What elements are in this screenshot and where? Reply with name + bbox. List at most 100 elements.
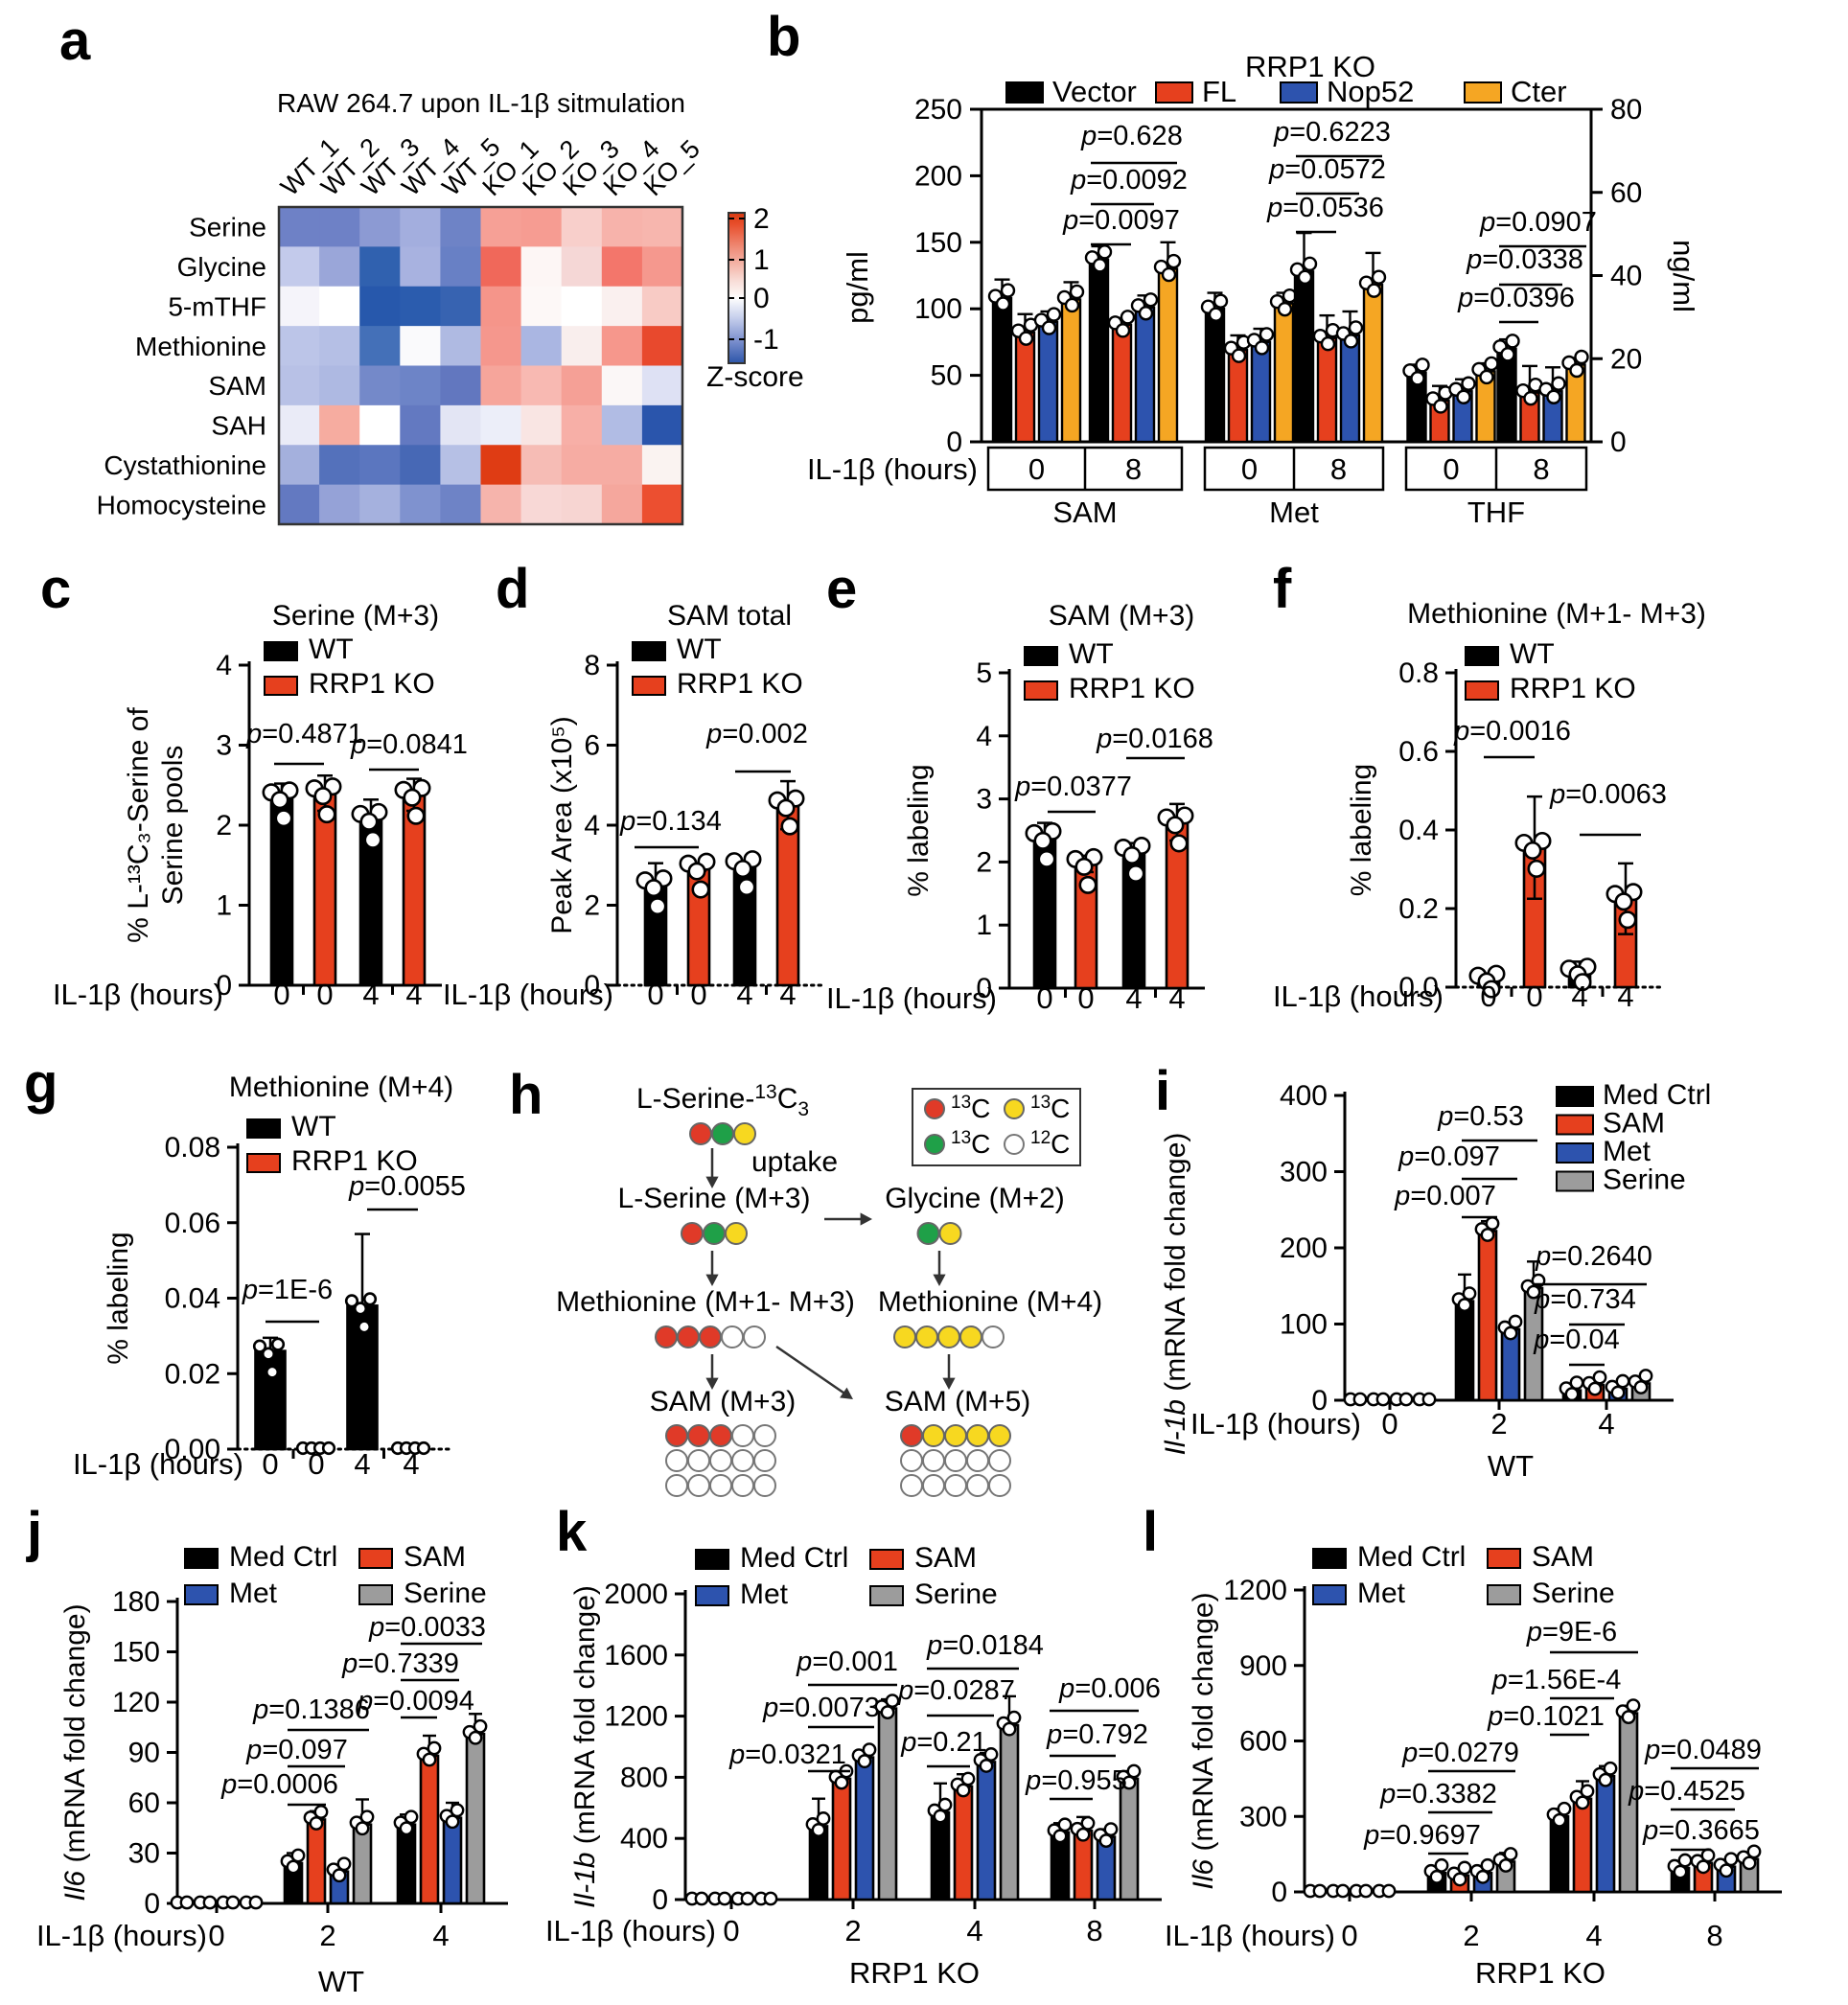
svg-text:RRP1 KO: RRP1 KO	[677, 668, 803, 700]
svg-text:p=0.7339: p=0.7339	[341, 1648, 459, 1679]
svg-text:p=0.0097: p=0.0097	[1062, 205, 1180, 236]
svg-text:4: 4	[736, 978, 752, 1011]
svg-text:0: 0	[1526, 979, 1542, 1013]
svg-text:p=0.2640: p=0.2640	[1535, 1241, 1652, 1272]
svg-text:RRP1 KO: RRP1 KO	[291, 1145, 418, 1177]
svg-text:RRP1 KO: RRP1 KO	[1475, 1956, 1605, 1990]
svg-text:p=0.0907: p=0.0907	[1479, 207, 1597, 238]
svg-text:2: 2	[319, 1919, 335, 1952]
svg-text:RRP1 KO: RRP1 KO	[1245, 50, 1375, 83]
svg-text:WT: WT	[1488, 1449, 1534, 1483]
svg-text:4: 4	[362, 978, 379, 1011]
svg-text:4: 4	[1598, 1407, 1614, 1440]
svg-text:WT: WT	[318, 1965, 364, 1998]
svg-text:L-Serine-13C3: L-Serine-13C3	[636, 1081, 809, 1120]
svg-text:Met: Met	[1603, 1136, 1652, 1167]
svg-text:Peak Area (x10⁵): Peak Area (x10⁵)	[546, 716, 578, 934]
svg-text:200: 200	[914, 160, 962, 192]
svg-text:400: 400	[620, 1823, 668, 1855]
svg-text:FL: FL	[1202, 75, 1236, 108]
svg-text:0: 0	[262, 1447, 278, 1481]
svg-text:60: 60	[128, 1787, 160, 1819]
svg-text:p=0.6223: p=0.6223	[1273, 117, 1391, 148]
svg-text:2: 2	[216, 810, 232, 841]
svg-text:IL-1β (hours): IL-1β (hours)	[545, 1914, 716, 1947]
svg-text:RRP1 KO: RRP1 KO	[1069, 673, 1195, 704]
svg-text:0: 0	[144, 1888, 160, 1920]
svg-text:p=0.955: p=0.955	[1025, 1765, 1127, 1796]
svg-text:0: 0	[1480, 979, 1496, 1013]
svg-text:Glycine (M+2): Glycine (M+2)	[885, 1183, 1065, 1214]
svg-text:4: 4	[216, 650, 232, 681]
svg-text:Methionine (M+4): Methionine (M+4)	[229, 1072, 453, 1103]
svg-text:Z-score: Z-score	[706, 361, 804, 393]
svg-text:SAM (M+3): SAM (M+3)	[1049, 600, 1195, 632]
svg-text:Met: Met	[1269, 495, 1319, 529]
svg-text:0: 0	[316, 978, 333, 1011]
svg-text:THF: THF	[1467, 495, 1525, 529]
svg-text:p=0.0033: p=0.0033	[368, 1612, 486, 1643]
svg-text:12C: 12C	[1030, 1128, 1070, 1159]
svg-text:p=0.006: p=0.006	[1058, 1673, 1161, 1704]
svg-text:pg/ml: pg/ml	[841, 251, 874, 324]
svg-text:IL-1β (hours): IL-1β (hours)	[36, 1919, 207, 1952]
svg-text:0.6: 0.6	[1398, 736, 1439, 768]
svg-text:250: 250	[914, 94, 962, 126]
svg-text:uptake: uptake	[751, 1146, 838, 1178]
svg-text:5: 5	[976, 657, 992, 689]
svg-text:Methionine (M+4): Methionine (M+4)	[878, 1286, 1102, 1318]
svg-text:p=0.1386: p=0.1386	[252, 1694, 370, 1725]
svg-text:Il-1b (mRNA fold change): Il-1b (mRNA fold change)	[569, 1585, 601, 1908]
svg-text:p=0.002: p=0.002	[705, 719, 808, 749]
svg-text:j: j	[26, 1501, 42, 1563]
svg-text:40: 40	[1610, 261, 1642, 292]
svg-text:h: h	[509, 1064, 543, 1126]
svg-text:120: 120	[112, 1687, 160, 1718]
svg-text:Cystathionine: Cystathionine	[104, 450, 266, 480]
svg-text:SAH: SAH	[211, 411, 266, 441]
svg-text:p=0.0006: p=0.0006	[220, 1769, 338, 1800]
svg-text:4: 4	[405, 978, 422, 1011]
svg-text:p=0.0168: p=0.0168	[1096, 724, 1213, 754]
svg-text:Il6 (mRNA fold change): Il6 (mRNA fold change)	[1188, 1592, 1219, 1889]
svg-text:2: 2	[844, 1914, 861, 1947]
svg-text:p=0.134: p=0.134	[619, 806, 722, 837]
svg-text:p=0.628: p=0.628	[1080, 121, 1183, 151]
svg-text:IL-1β (hours): IL-1β (hours)	[443, 978, 613, 1011]
svg-text:p=1.56E-4: p=1.56E-4	[1491, 1665, 1622, 1695]
svg-text:0.2: 0.2	[1398, 893, 1439, 925]
svg-text:2: 2	[1490, 1407, 1507, 1440]
svg-text:0: 0	[273, 978, 289, 1011]
svg-text:Homocysteine: Homocysteine	[97, 490, 266, 519]
svg-text:Serine: Serine	[1532, 1578, 1615, 1609]
svg-text:RAW 264.7 upon IL-1β sitmulati: RAW 264.7 upon IL-1β sitmulation	[277, 88, 685, 118]
svg-text:L-Serine (M+3): L-Serine (M+3)	[618, 1183, 811, 1214]
svg-text:IL-1β (hours): IL-1β (hours)	[1165, 1919, 1335, 1952]
svg-text:Il6 (mRNA fold change): Il6 (mRNA fold change)	[59, 1603, 91, 1901]
svg-text:0: 0	[1036, 981, 1052, 1015]
svg-text:Il-1b (mRNA fold change): Il-1b (mRNA fold change)	[1160, 1133, 1191, 1456]
svg-text:p=0.4871: p=0.4871	[245, 719, 363, 749]
svg-text:p=0.04: p=0.04	[1533, 1325, 1620, 1355]
svg-text:800: 800	[620, 1762, 668, 1793]
svg-text:l: l	[1143, 1501, 1158, 1563]
svg-text:100: 100	[914, 293, 962, 325]
svg-text:p=0.792: p=0.792	[1046, 1719, 1148, 1750]
svg-text:Met: Met	[1357, 1578, 1406, 1609]
svg-text:4: 4	[432, 1919, 449, 1952]
svg-text:0.02: 0.02	[165, 1358, 220, 1390]
svg-text:p=0.0377: p=0.0377	[1014, 772, 1132, 802]
svg-text:0: 0	[1311, 1385, 1328, 1417]
svg-text:SAM: SAM	[1603, 1108, 1665, 1140]
svg-text:4: 4	[1571, 979, 1587, 1013]
svg-text:SAM: SAM	[404, 1541, 466, 1573]
svg-text:400: 400	[1280, 1080, 1328, 1112]
svg-text:Med Ctrl: Med Ctrl	[740, 1542, 848, 1574]
svg-text:0: 0	[1381, 1407, 1398, 1440]
svg-text:0: 0	[1028, 452, 1045, 486]
svg-text:d: d	[496, 558, 529, 620]
svg-text:0: 0	[1341, 1919, 1357, 1952]
svg-text:4: 4	[354, 1447, 370, 1481]
svg-text:p=1E-6: p=1E-6	[242, 1275, 333, 1305]
svg-text:0: 0	[208, 1919, 224, 1952]
